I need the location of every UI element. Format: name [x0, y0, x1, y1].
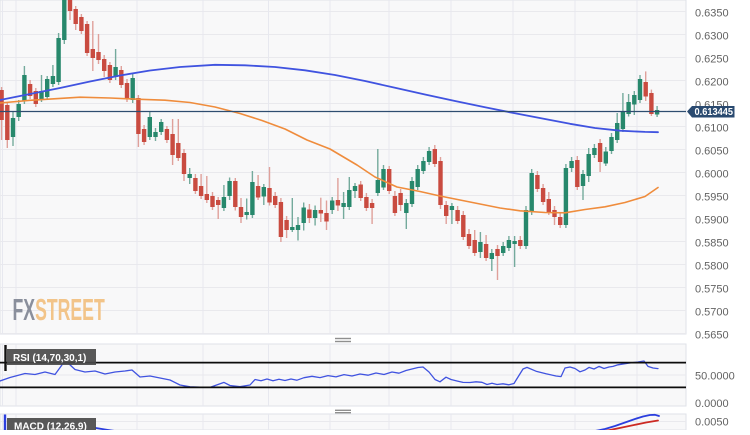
- svg-text:0.6250: 0.6250: [695, 54, 729, 66]
- svg-text:0.6300: 0.6300: [695, 31, 729, 43]
- svg-text:0.5850: 0.5850: [695, 238, 729, 250]
- svg-text:50.0000: 50.0000: [695, 371, 735, 383]
- svg-text:0.6050: 0.6050: [695, 146, 729, 158]
- svg-text:MACD (12,26,9): MACD (12,26,9): [14, 422, 87, 431]
- svg-text:0.5650: 0.5650: [695, 330, 729, 342]
- svg-text:0.6000: 0.6000: [695, 169, 729, 181]
- svg-text:0.6100: 0.6100: [695, 123, 729, 135]
- svg-text:0.5950: 0.5950: [695, 192, 729, 204]
- svg-text:0.613445: 0.613445: [695, 107, 734, 118]
- svg-text:0.5750: 0.5750: [695, 284, 729, 296]
- svg-text:0.0050: 0.0050: [695, 417, 729, 429]
- svg-text:0.0000: 0.0000: [695, 398, 729, 410]
- svg-text:FXSTREET: FXSTREET: [13, 293, 106, 327]
- svg-text:0.6200: 0.6200: [695, 77, 729, 89]
- svg-text:0.5900: 0.5900: [695, 215, 729, 227]
- svg-text:0.5800: 0.5800: [695, 261, 729, 273]
- svg-text:0.5700: 0.5700: [695, 307, 729, 319]
- svg-text:RSI (14,70,30,1): RSI (14,70,30,1): [13, 353, 86, 364]
- svg-text:0.6350: 0.6350: [695, 8, 729, 20]
